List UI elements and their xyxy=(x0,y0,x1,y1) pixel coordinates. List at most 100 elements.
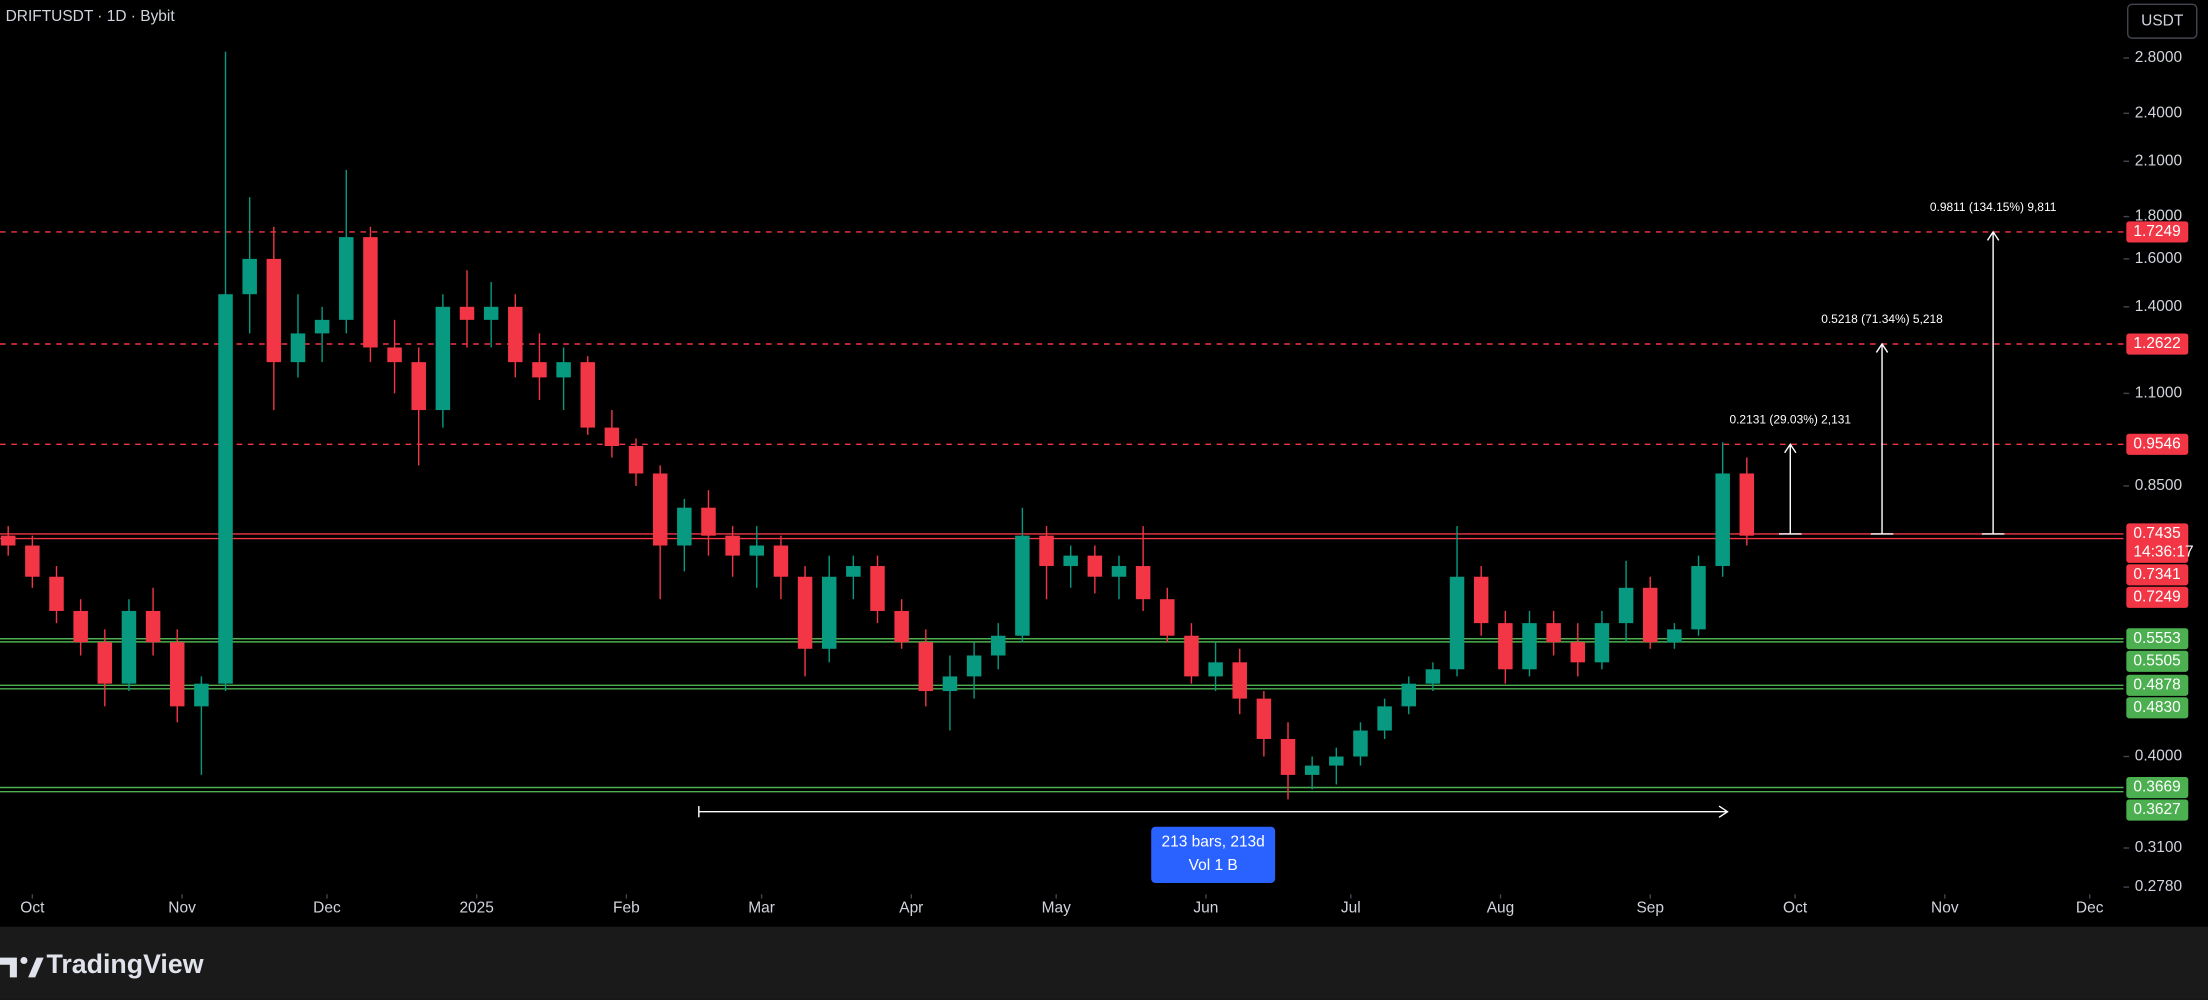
candle-body xyxy=(1739,473,1755,536)
candle-body xyxy=(25,545,40,577)
x-tick-label: Jul xyxy=(1341,899,1361,916)
candle-body xyxy=(701,507,716,536)
candle-body xyxy=(1111,566,1127,577)
arrow-head xyxy=(1875,342,1889,353)
candle-body xyxy=(821,576,837,649)
y-tick-label: 1.6000 xyxy=(2135,250,2182,267)
candle-body xyxy=(846,566,861,577)
price-label-box xyxy=(2126,776,2189,799)
y-tick-label: 1.4000 xyxy=(2135,298,2182,315)
candle-body xyxy=(1063,555,1078,567)
candle-body xyxy=(411,362,426,411)
y-tick-label: 1.8000 xyxy=(2135,208,2182,225)
candle-body xyxy=(1184,635,1199,677)
range-arrow xyxy=(1718,805,1729,818)
candle-body xyxy=(0,535,16,546)
currency-label: USDT xyxy=(2141,12,2184,29)
candle-body xyxy=(1642,587,1658,643)
y-tick-label: 2.8000 xyxy=(2135,49,2182,66)
candle-body xyxy=(169,642,185,707)
x-tick-label: Feb xyxy=(613,899,640,916)
y-tick-label: 1.1000 xyxy=(2135,384,2182,401)
price-label-box xyxy=(2126,433,2189,455)
price-label-box xyxy=(2126,799,2189,821)
candle-body xyxy=(604,427,620,447)
price-label: 0.7341 xyxy=(2133,566,2180,583)
candle-body xyxy=(483,306,499,320)
candle-body xyxy=(749,545,765,556)
currency-button[interactable] xyxy=(2127,3,2198,39)
arrow-head xyxy=(1784,442,1797,454)
candle-body xyxy=(991,635,1006,656)
candle-body xyxy=(1160,599,1175,636)
candle-body xyxy=(918,642,934,692)
candle-body xyxy=(1353,730,1368,757)
y-tick-label: 0.3100 xyxy=(2135,839,2182,856)
candle-body xyxy=(1449,576,1465,670)
candle-body xyxy=(1667,629,1682,643)
price-label: 0.3627 xyxy=(2133,801,2180,818)
price-label: 1.2622 xyxy=(2133,335,2180,352)
projection-label: 0.5218 (71.34%) 5,218 xyxy=(1821,312,1943,326)
candle-body xyxy=(942,676,958,692)
price-label: 0.5505 xyxy=(2133,652,2180,669)
candle-body xyxy=(797,576,813,649)
price-label-box xyxy=(2126,628,2189,650)
candle-body xyxy=(1522,623,1537,670)
candle-body xyxy=(1087,555,1103,577)
price-label: 0.5553 xyxy=(2133,630,2180,647)
candle-body xyxy=(314,319,330,334)
candle-body xyxy=(97,642,113,684)
chart-title: DRIFTUSDT · 1D · Bybit xyxy=(6,8,176,25)
price-label: 0.9546 xyxy=(2133,435,2180,452)
candle-body xyxy=(290,333,306,363)
candle-body xyxy=(435,306,451,411)
candle-body xyxy=(1401,683,1416,707)
candle-body xyxy=(1232,662,1247,699)
x-tick-label: Dec xyxy=(313,899,341,916)
candle-body xyxy=(580,362,595,428)
candle-body xyxy=(73,610,88,643)
candle-body xyxy=(1570,642,1586,663)
candle-body xyxy=(1546,623,1561,643)
candle-body xyxy=(1691,566,1706,630)
candle-body xyxy=(218,294,233,684)
x-tick-label: Nov xyxy=(168,899,196,916)
candle-body xyxy=(652,473,668,546)
candle-body xyxy=(1280,738,1296,775)
price-label: 0.7435 xyxy=(2133,525,2180,542)
x-tick-label: 2025 xyxy=(459,899,493,916)
projection-label: 0.9811 (134.15%) 9,811 xyxy=(1930,200,2057,214)
y-tick-label: 2.1000 xyxy=(2135,152,2182,169)
y-tick-label: 2.4000 xyxy=(2135,104,2182,121)
candle-body xyxy=(1715,473,1730,567)
price-label-box xyxy=(2126,586,2189,608)
logo-dot xyxy=(20,956,28,964)
price-label-box xyxy=(2126,697,2189,719)
candle-body xyxy=(1304,765,1320,775)
candle-body xyxy=(628,446,644,474)
footer-bar xyxy=(0,926,2208,1000)
x-tick-label: Nov xyxy=(1931,899,1959,916)
candle-body xyxy=(266,258,282,363)
candle-body xyxy=(387,347,402,363)
brand: TradingView xyxy=(46,949,203,979)
price-label: 0.4878 xyxy=(2133,676,2180,693)
candle-body xyxy=(1425,669,1441,684)
x-tick-label: Oct xyxy=(1783,899,1808,916)
range-label: 213 bars, 213d xyxy=(1162,833,1265,850)
candle-body xyxy=(1498,623,1513,670)
candles xyxy=(0,51,1755,800)
candle-body xyxy=(966,655,982,677)
candle-body xyxy=(1594,623,1610,663)
logo-mark xyxy=(0,957,17,978)
x-tick-label: Aug xyxy=(1487,899,1515,916)
y-tick-label: 0.8500 xyxy=(2135,477,2182,494)
candle-body xyxy=(1039,535,1054,567)
candle-body xyxy=(508,306,523,363)
x-tick-label: Apr xyxy=(899,899,923,916)
candle-body xyxy=(677,507,692,546)
projection-label: 0.2131 (29.03%) 2,131 xyxy=(1729,412,1851,426)
